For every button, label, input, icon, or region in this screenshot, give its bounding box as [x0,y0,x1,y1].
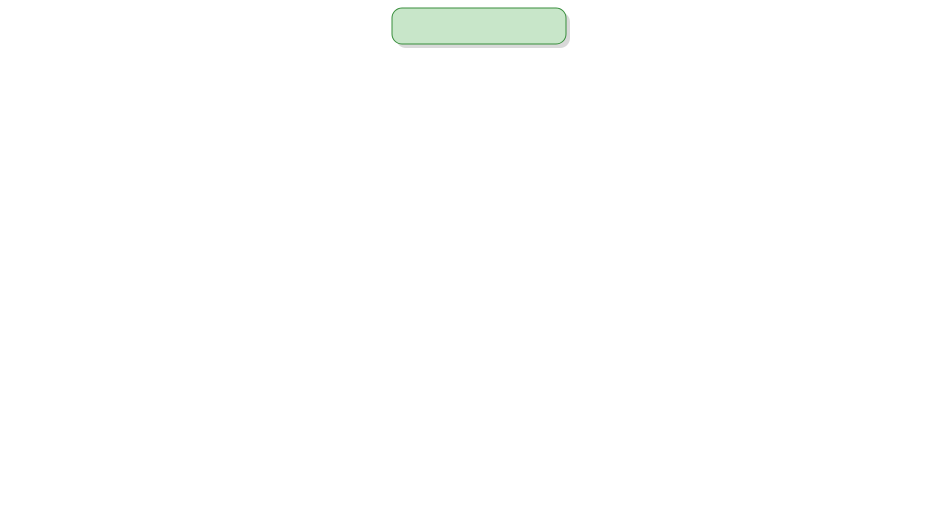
android-system-box [392,8,566,44]
